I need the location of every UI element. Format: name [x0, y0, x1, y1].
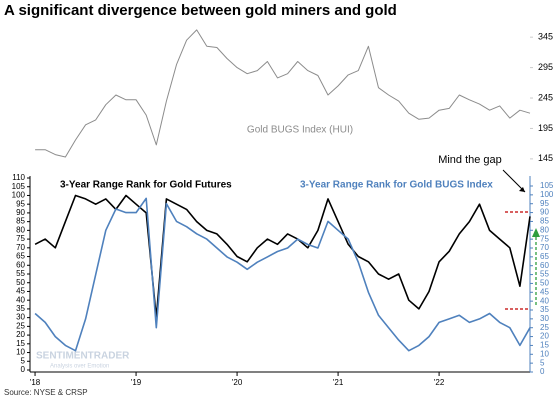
y2-tick-label: 40: [540, 296, 549, 305]
x-tick-label: '20: [232, 378, 243, 387]
y2-tick-label: 90: [540, 208, 549, 217]
x-tick-label: '21: [333, 378, 344, 387]
y-tick-label: 345: [538, 32, 553, 42]
watermark: SENTIMENTRADER: [36, 351, 130, 362]
y-tick-label: 75: [16, 234, 25, 243]
y-tick-label: 30: [16, 313, 25, 322]
arrow-head: [519, 187, 525, 192]
y-tick-label: 145: [538, 153, 553, 163]
y-tick-label: 295: [538, 62, 553, 72]
y-tick-label: 85: [16, 217, 25, 226]
y-tick-label: 55: [16, 269, 25, 278]
y-tick-label: 100: [12, 191, 26, 200]
y-tick-label: 65: [16, 252, 25, 261]
y2-tick-label: 75: [540, 234, 549, 243]
y2-tick-label: 15: [540, 341, 549, 350]
x-tick-label: '19: [131, 378, 142, 387]
series-label: Gold BUGS Index (HUI): [247, 125, 353, 136]
y2-tick-label: 60: [540, 261, 549, 270]
y2-tick-label: 10: [540, 349, 549, 358]
y-tick-label: 15: [16, 339, 25, 348]
y2-tick-label: 30: [540, 314, 549, 323]
y2-tick-label: 0: [540, 367, 545, 376]
y2-tick-label: 25: [540, 323, 549, 332]
y2-tick-label: 45: [540, 287, 549, 296]
y-tick-label: 40: [16, 295, 25, 304]
source: Source: NYSE & CRSP: [4, 388, 88, 397]
series-label: 3-Year Range Rank for Gold Futures: [60, 180, 232, 191]
y2-tick-label: 70: [540, 243, 549, 252]
y2-tick-label: 100: [540, 190, 554, 199]
y-tick-label: 60: [16, 260, 25, 269]
annotation-arrow: [502, 169, 526, 193]
y-tick-label: 35: [16, 304, 25, 313]
y2-tick-label: 105: [540, 181, 554, 190]
y-tick-label: 25: [16, 321, 25, 330]
series-line: [34, 197, 531, 352]
x-tick-label: '18: [30, 378, 41, 387]
annotation: Mind the gap: [438, 154, 502, 166]
watermark-tagline: Analysis over Emotion: [50, 364, 109, 370]
y2-tick-label: 95: [540, 199, 549, 208]
y-tick-label: 110: [12, 173, 25, 182]
y-tick-label: 95: [16, 199, 25, 208]
y2-tick-label: 5: [540, 358, 545, 367]
y-tick-label: 245: [538, 92, 553, 102]
series-line: [35, 29, 531, 158]
y-tick-label: 10: [16, 348, 25, 357]
y-tick-label: 0: [21, 365, 26, 374]
y-tick-label: 50: [16, 278, 25, 287]
x-tick-label: '22: [434, 378, 445, 387]
y2-tick-label: 55: [540, 270, 549, 279]
y-tick-label: 105: [12, 182, 26, 191]
series-line: [34, 194, 531, 319]
y-tick-label: 80: [16, 225, 25, 234]
arrow-head: [532, 228, 540, 237]
y2-tick-label: 65: [540, 252, 549, 261]
y-tick-label: 70: [16, 243, 25, 252]
y2-tick-label: 80: [540, 225, 549, 234]
y2-tick-label: 35: [540, 305, 549, 314]
y-tick-label: 5: [21, 356, 26, 365]
y-tick-label: 195: [538, 123, 553, 133]
y2-tick-label: 85: [540, 217, 549, 226]
chart-title: A significant divergence between gold mi…: [4, 2, 397, 19]
y-tick-label: 20: [16, 330, 25, 339]
series-label: 3-Year Range Rank for Gold BUGS Index: [300, 180, 493, 191]
y-tick-label: 45: [16, 287, 25, 296]
y-tick-label: 90: [16, 208, 25, 217]
y2-tick-label: 20: [540, 332, 549, 341]
y2-tick-label: 50: [540, 279, 549, 288]
